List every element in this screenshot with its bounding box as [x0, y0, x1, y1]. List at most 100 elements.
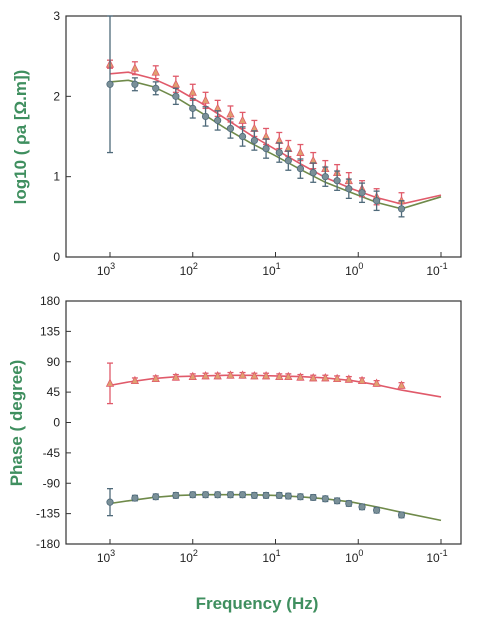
phase-triangle-point: [357, 375, 367, 385]
resistivity-triangle-point: [130, 63, 140, 72]
resistivity-ytick-label: 3: [53, 9, 60, 23]
phase-triangle-point: [296, 372, 305, 381]
phase-circle-point: [345, 499, 353, 508]
phase-triangle-point: [105, 378, 115, 387]
resistivity-axes-frame: [65, 15, 462, 258]
phase-triangle-point: [397, 380, 406, 389]
resistivity-circle-point: [333, 177, 341, 185]
resistivity-xtick-label: 10-1: [426, 261, 447, 278]
resistivity-circle-point: [275, 148, 283, 157]
resistivity-xtick-label: 102: [180, 261, 198, 278]
phase-ytick-label: 0: [53, 416, 60, 430]
frequency-xlabel: Frequency (Hz): [196, 594, 319, 613]
resistivity-circle-point: [262, 144, 270, 153]
phase-triangle-point: [321, 373, 330, 382]
phase-circle-point: [296, 493, 305, 501]
phase-triangle-point: [130, 375, 140, 385]
phase-circle-point: [309, 493, 317, 502]
phase-triangle-point: [151, 373, 160, 383]
phase-circle-point: [250, 491, 258, 499]
resistivity-data-points: [105, 15, 406, 218]
phase-xtick-label: 100: [345, 548, 363, 565]
resistivity-circle-point: [250, 136, 258, 145]
phase-axes-frame: [65, 300, 462, 545]
resistivity-circle-point: [131, 80, 139, 88]
resistivity-circle-point: [296, 165, 305, 173]
phase-triangle-point: [238, 370, 247, 379]
resistivity-circle-point: [345, 185, 353, 193]
resistivity-circle-point: [152, 84, 160, 92]
phase-xtick-label: 101: [262, 548, 280, 565]
phase-triangle-point: [188, 371, 197, 381]
phase-triangle-point: [250, 371, 259, 380]
phase-ylabel: Phase ( degree): [7, 360, 26, 487]
resistivity-circle-point: [397, 205, 406, 213]
phase-ytick-label: -45: [43, 446, 61, 460]
phase-circle-point: [275, 491, 283, 499]
phase-triangle-point: [275, 371, 284, 381]
phase-fit-line-1: [109, 374, 442, 398]
phase-circle-point: [189, 491, 197, 499]
resistivity-circle-point: [172, 92, 180, 100]
phase-panel: Phase ( degree) Frequency (Hz) -180-135-…: [7, 294, 462, 613]
phase-circle-point: [201, 491, 210, 499]
resistivity-triangle-point: [226, 109, 235, 118]
phase-triangle-point: [261, 371, 271, 380]
phase-triangle-point: [226, 370, 235, 379]
resistivity-ytick-label: 0: [53, 250, 60, 264]
phase-circle-point: [321, 495, 329, 503]
resistivity-circle-point: [238, 132, 247, 141]
phase-circle-point: [284, 492, 292, 500]
resistivity-circle-point: [373, 197, 381, 205]
phase-circle-point: [373, 506, 381, 514]
phase-circle-point: [226, 491, 235, 499]
resistivity-triangle-point: [296, 147, 305, 156]
resistivity-fit-lines: [109, 71, 442, 210]
resistivity-triangle-point: [188, 87, 197, 96]
phase-ytick-label: 135: [40, 324, 60, 338]
phase-circle-point: [238, 491, 247, 499]
phase-triangle-point: [344, 374, 353, 383]
phase-triangle-point: [284, 371, 293, 381]
resistivity-circle-point: [309, 169, 317, 177]
phase-triangle-point: [332, 373, 342, 383]
resistivity-xtick-label: 100: [345, 261, 363, 278]
resistivity-circle-point: [358, 189, 366, 197]
phase-circle-point: [152, 493, 160, 501]
resistivity-circle-point: [214, 116, 222, 125]
phase-triangle-point: [372, 378, 381, 387]
resistivity-circle-point: [189, 104, 197, 112]
resistivity-circle-point: [201, 112, 210, 121]
phase-circle-point: [333, 497, 341, 505]
phase-data-points: [105, 362, 406, 519]
phase-circle-point: [131, 494, 139, 502]
phase-circle-point: [106, 498, 114, 506]
phase-circle-point: [262, 491, 270, 499]
phase-ticks: -180 -135 -90 -45 0 45 90 135 180 103 102 101 100 10-…: [36, 294, 448, 565]
phase-triangle-point: [309, 373, 318, 382]
phase-triangle-point: [213, 371, 222, 380]
resistivity-xtick-label: 103: [97, 261, 115, 278]
phase-circle-point: [172, 491, 180, 499]
phase-xtick-label: 102: [180, 548, 198, 565]
resistivity-triangle-point: [238, 115, 247, 124]
phase-triangle-point: [171, 372, 181, 381]
resistivity-ytick-label: 1: [53, 170, 60, 184]
phase-xtick-label: 103: [97, 548, 115, 565]
resistivity-fit-line-2: [109, 79, 442, 210]
resistivity-circle-point: [284, 157, 292, 165]
phase-triangle-point: [201, 371, 210, 380]
phase-circle-point: [214, 491, 222, 499]
resistivity-circle-point: [226, 124, 235, 133]
resistivity-panel: log10 ( ρa [Ω.m]) 0 1 2 3 103 102 101 100 10-1: [11, 9, 462, 278]
resistivity-circle-point: [106, 80, 114, 88]
phase-ytick-label: -180: [36, 537, 60, 551]
resistivity-triangle-point: [151, 67, 160, 76]
phase-ytick-label: 90: [47, 355, 61, 369]
resistivity-ytick-label: 2: [53, 89, 60, 103]
resistivity-triangle-point: [171, 79, 181, 88]
resistivity-triangle-point: [201, 95, 210, 104]
phase-circle-point: [397, 511, 406, 519]
phase-xtick-label: 10-1: [426, 548, 447, 565]
